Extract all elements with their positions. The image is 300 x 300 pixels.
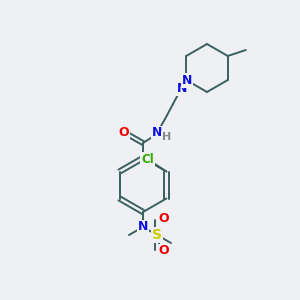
Text: O: O: [159, 212, 169, 226]
Text: H: H: [162, 132, 172, 142]
Text: Cl: Cl: [141, 153, 154, 166]
Text: N: N: [177, 82, 187, 94]
Text: O: O: [119, 125, 129, 139]
Text: O: O: [159, 244, 169, 257]
Text: S: S: [152, 228, 162, 242]
Text: N: N: [182, 74, 192, 86]
Text: N: N: [152, 127, 162, 140]
Text: N: N: [138, 220, 148, 233]
